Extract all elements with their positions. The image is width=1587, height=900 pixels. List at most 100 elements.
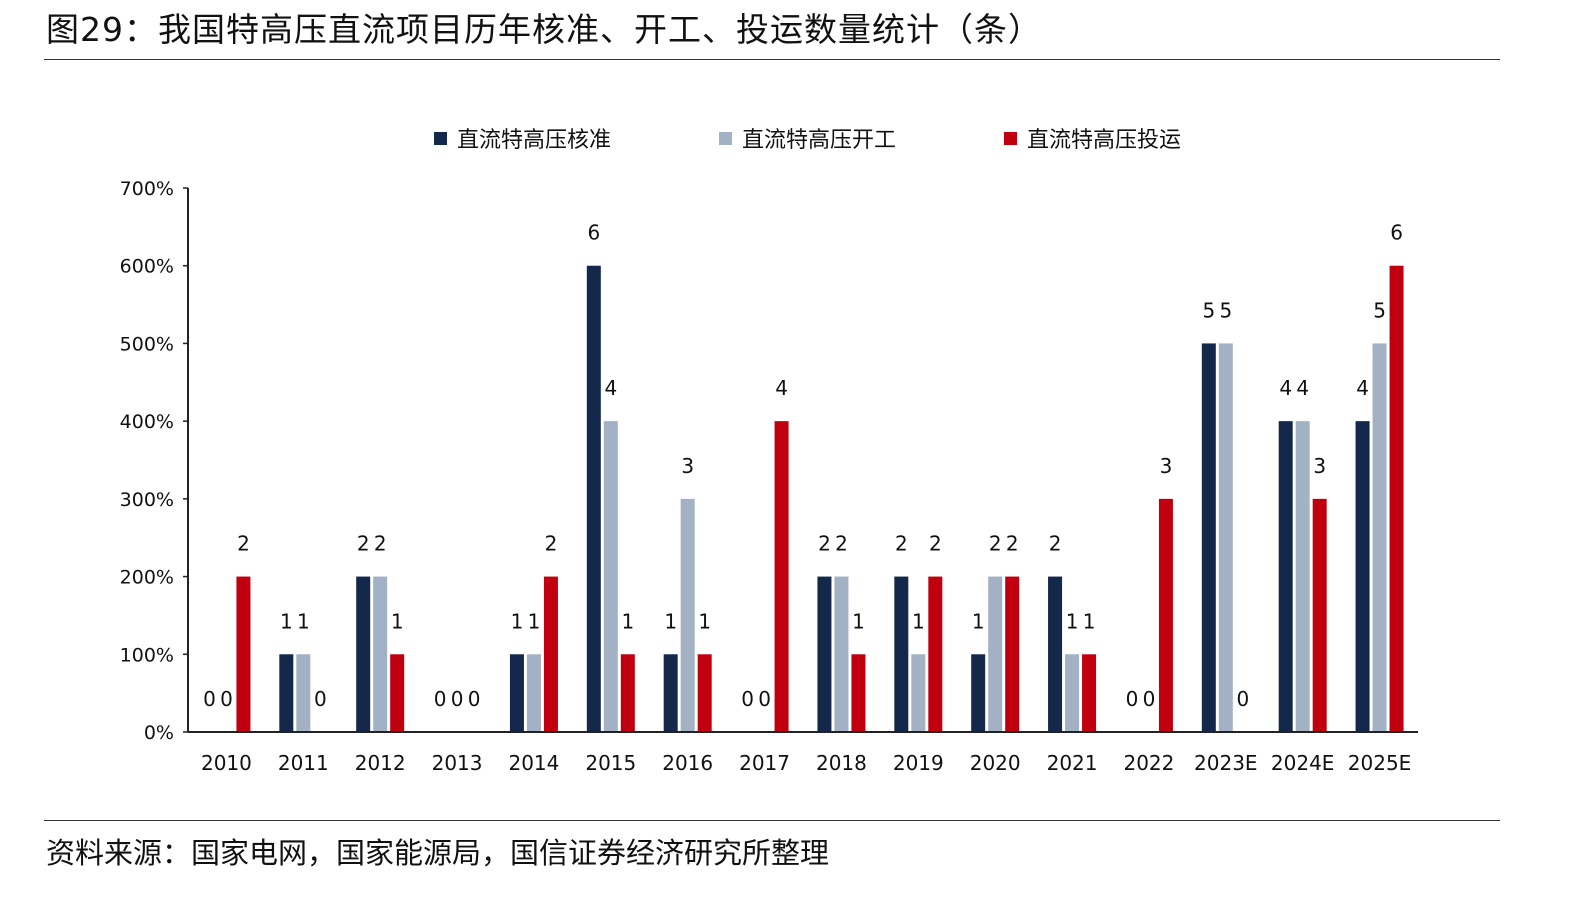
- y-axis: 0% 100% 200% 300% 400% 500% 600% 700%: [120, 178, 189, 744]
- y-tick-label: 600%: [120, 256, 174, 278]
- bar-commissioned-2020: [1005, 576, 1020, 732]
- x-tick-label: 2020: [970, 751, 1021, 775]
- y-tick-label: 200%: [120, 567, 174, 589]
- x-tick-label: 2011: [278, 751, 329, 775]
- x-tick-label: 2017: [739, 751, 790, 775]
- bar-marks: [236, 265, 1404, 732]
- value-label-started-2021: 1: [1066, 609, 1079, 633]
- bar-approved-2020: [971, 654, 986, 732]
- value-label-commissioned-2020: 2: [1006, 532, 1019, 556]
- value-label-commissioned-2021: 1: [1083, 609, 1096, 633]
- value-label-approved-2013: 0: [434, 687, 447, 711]
- value-label-approved-2018: 2: [818, 532, 831, 556]
- value-label-started-2024E: 4: [1296, 376, 1309, 400]
- y-tick-label: 300%: [120, 489, 174, 511]
- bar-started-2023E: [1218, 343, 1233, 732]
- bar-approved-2019: [894, 576, 909, 732]
- value-label-started-2014: 1: [528, 609, 541, 633]
- figure-title: 图29：我国特高压直流项目历年核准、开工、投运数量统计（条）: [46, 10, 1042, 49]
- value-label-approved-2022: 0: [1126, 687, 1139, 711]
- y-tick-label: 700%: [120, 178, 174, 200]
- bar-commissioned-2022: [1158, 498, 1173, 732]
- value-label-commissioned-2023E: 0: [1236, 687, 1249, 711]
- bar-started-2015: [603, 421, 618, 732]
- x-tick-label: 2023E: [1194, 751, 1258, 775]
- value-label-commissioned-2010: 2: [237, 532, 250, 556]
- bar-approved-2021: [1048, 576, 1063, 732]
- bar-started-2018: [834, 576, 849, 732]
- legend-label-approved: 直流特高压核准: [457, 128, 611, 153]
- value-label-commissioned-2012: 1: [391, 609, 404, 633]
- title-divider: [44, 59, 1500, 60]
- value-label-approved-2024E: 4: [1279, 376, 1292, 400]
- bar-commissioned-2021: [1082, 654, 1097, 732]
- bar-approved-2015: [586, 265, 601, 732]
- x-tick-label: 2015: [585, 751, 636, 775]
- value-label-commissioned-2016: 1: [698, 609, 711, 633]
- bar-approved-2014: [509, 654, 524, 732]
- y-tick-label: 500%: [120, 333, 174, 355]
- value-label-approved-2016: 1: [664, 609, 677, 633]
- bar-started-2019: [911, 654, 926, 732]
- bar-commissioned-2019: [928, 576, 943, 732]
- value-label-approved-2023E: 5: [1202, 298, 1215, 322]
- chart-legend: 直流特高压核准 直流特高压开工 直流特高压投运: [434, 128, 1181, 153]
- bar-approved-2012: [356, 576, 371, 732]
- bar-started-2021: [1065, 654, 1080, 732]
- source-divider: [44, 820, 1500, 821]
- value-label-approved-2019: 2: [895, 532, 908, 556]
- value-label-commissioned-2011: 0: [314, 687, 327, 711]
- legend-swatch-commissioned: [1004, 132, 1017, 145]
- value-label-started-2018: 2: [835, 532, 848, 556]
- value-label-approved-2010: 0: [203, 687, 216, 711]
- bar-started-2024E: [1295, 421, 1310, 732]
- bar-started-2012: [373, 576, 388, 732]
- bar-approved-2011: [279, 654, 294, 732]
- value-label-started-2025E: 5: [1373, 298, 1386, 322]
- source-note: 资料来源：国家电网，国家能源局，国信证券经济研究所整理: [46, 836, 830, 870]
- value-label-commissioned-2014: 2: [545, 532, 558, 556]
- bar-started-2011: [296, 654, 311, 732]
- value-label-commissioned-2013: 0: [468, 687, 481, 711]
- bar-commissioned-2018: [851, 654, 866, 732]
- x-tick-label: 2021: [1047, 751, 1098, 775]
- bar-commissioned-2015: [620, 654, 635, 732]
- bar-started-2025E: [1372, 343, 1387, 732]
- bar-commissioned-2014: [543, 576, 558, 732]
- bar-approved-2018: [817, 576, 832, 732]
- value-label-started-2019: 1: [912, 609, 925, 633]
- y-tick-label: 400%: [120, 411, 174, 433]
- value-label-commissioned-2019: 2: [929, 532, 942, 556]
- value-label-commissioned-2015: 1: [621, 609, 634, 633]
- value-label-approved-2011: 1: [280, 609, 293, 633]
- value-label-started-2015: 4: [604, 376, 617, 400]
- value-label-commissioned-2022: 3: [1160, 454, 1173, 478]
- x-tick-label: 2025E: [1348, 751, 1412, 775]
- value-label-started-2016: 3: [681, 454, 694, 478]
- value-label-started-2012: 2: [374, 532, 387, 556]
- value-label-started-2010: 0: [220, 687, 233, 711]
- bar-commissioned-2012: [390, 654, 405, 732]
- x-tick-label: 2013: [432, 751, 483, 775]
- value-label-approved-2017: 0: [741, 687, 754, 711]
- value-label-approved-2012: 2: [357, 532, 370, 556]
- x-tick-label: 2022: [1123, 751, 1174, 775]
- value-label-approved-2020: 1: [972, 609, 985, 633]
- value-label-commissioned-2018: 1: [852, 609, 865, 633]
- legend-label-commissioned: 直流特高压投运: [1027, 128, 1181, 153]
- x-tick-label: 2014: [508, 751, 559, 775]
- value-label-commissioned-2025E: 6: [1390, 221, 1403, 245]
- y-tick-label: 100%: [120, 644, 174, 666]
- x-tick-label: 2012: [355, 751, 406, 775]
- value-label-commissioned-2024E: 3: [1313, 454, 1326, 478]
- bar-started-2014: [526, 654, 541, 732]
- y-tick-label: 0%: [144, 722, 174, 744]
- x-tick-label: 2016: [662, 751, 713, 775]
- x-axis: 2010 2011 2012 2013 2014 2015 2016 2017 2018 2019…: [188, 731, 1418, 775]
- legend-swatch-approved: [434, 132, 447, 145]
- value-label-started-2017: 0: [758, 687, 771, 711]
- value-label-approved-2015: 6: [587, 221, 600, 245]
- bar-approved-2016: [663, 654, 678, 732]
